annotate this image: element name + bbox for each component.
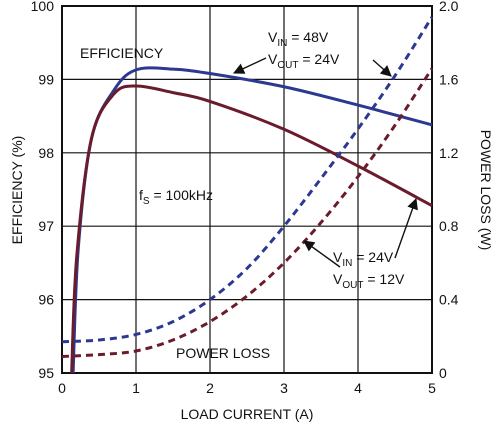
vin-48v-label: VIN = 48V	[268, 29, 329, 49]
plot-frame	[61, 5, 433, 374]
vin-48v-subscript: IN	[277, 38, 287, 49]
y-right-tick-label: 1.6	[439, 71, 459, 87]
series-layer	[61, 16, 434, 374]
y-right-axis-label: POWER LOSS (W)	[478, 130, 494, 251]
vin-24v-value: = 24V	[352, 249, 394, 265]
vout-12v-label: VOUT = 12V	[333, 271, 405, 291]
power-loss-line-24v	[61, 67, 434, 358]
y-left-tick-label: 95	[38, 365, 54, 381]
vin-48v-symbol: V	[268, 29, 278, 45]
efficiency-line-48v	[71, 66, 433, 374]
y-left-tick-label: 97	[38, 218, 54, 234]
vout-24v-label: VOUT = 24V	[268, 51, 340, 71]
y-left-tick-label: 96	[38, 292, 54, 308]
x-tick-label: 2	[206, 380, 214, 396]
vin-24v-symbol: V	[333, 249, 343, 265]
vout-12v-symbol: V	[333, 271, 343, 287]
y-right-tick-label: 0.8	[439, 218, 459, 234]
y-right-tick-label: 0.4	[439, 292, 459, 308]
fs-value: = 100kHz	[150, 187, 213, 203]
grid-lines	[61, 5, 433, 374]
y-right-tick-label: 2.0	[439, 0, 459, 14]
y-right-tick-label: 1.2	[439, 145, 459, 161]
x-tick-label: 4	[354, 380, 362, 396]
y-left-tick-label: 98	[38, 145, 54, 161]
arrow-efficiency-24v	[394, 197, 418, 259]
vout-12v-subscript: OUT	[342, 280, 363, 291]
x-tick-label: 5	[428, 380, 436, 396]
y-right-tick-label: 0	[439, 365, 447, 381]
power-loss-line-48v	[61, 16, 434, 344]
switching-frequency-annotation: fS = 100kHz	[139, 187, 213, 207]
y-left-axis-label: EFFICIENCY (%)	[9, 136, 25, 245]
arrow-power-loss-24v	[303, 240, 341, 268]
fs-symbol: f	[139, 187, 143, 203]
fs-subscript: S	[143, 196, 150, 207]
vout-24v-value: = 24V	[298, 51, 340, 67]
vin-48v-value: = 48V	[287, 29, 329, 45]
x-tick-label: 1	[132, 380, 140, 396]
x-tick-label: 0	[58, 380, 66, 396]
x-tick-label: 3	[280, 380, 288, 396]
power-loss-annotation: POWER LOSS	[176, 345, 270, 361]
vin-24v-label: VIN = 24V	[333, 249, 394, 269]
vout-24v-symbol: V	[268, 51, 278, 67]
x-axis-label: LOAD CURRENT (A)	[181, 406, 314, 422]
y-left-tick-label: 99	[38, 71, 54, 87]
arrow-efficiency-48v	[232, 57, 267, 74]
vin-24v-subscript: IN	[342, 258, 352, 269]
y-left-tick-label: 100	[31, 0, 55, 14]
vout-12v-value: = 12V	[363, 271, 405, 287]
tick-labels: 0 1 2 3 4 5 95 96 97 98 99 100 0 0.4 0.8 1.2 1.6 2.0	[31, 0, 459, 396]
arrow-power-loss-48v	[372, 59, 392, 77]
efficiency-line-24v	[70, 84, 433, 374]
efficiency-annotation: EFFICIENCY	[80, 45, 164, 61]
vout-24v-subscript: OUT	[277, 60, 298, 71]
